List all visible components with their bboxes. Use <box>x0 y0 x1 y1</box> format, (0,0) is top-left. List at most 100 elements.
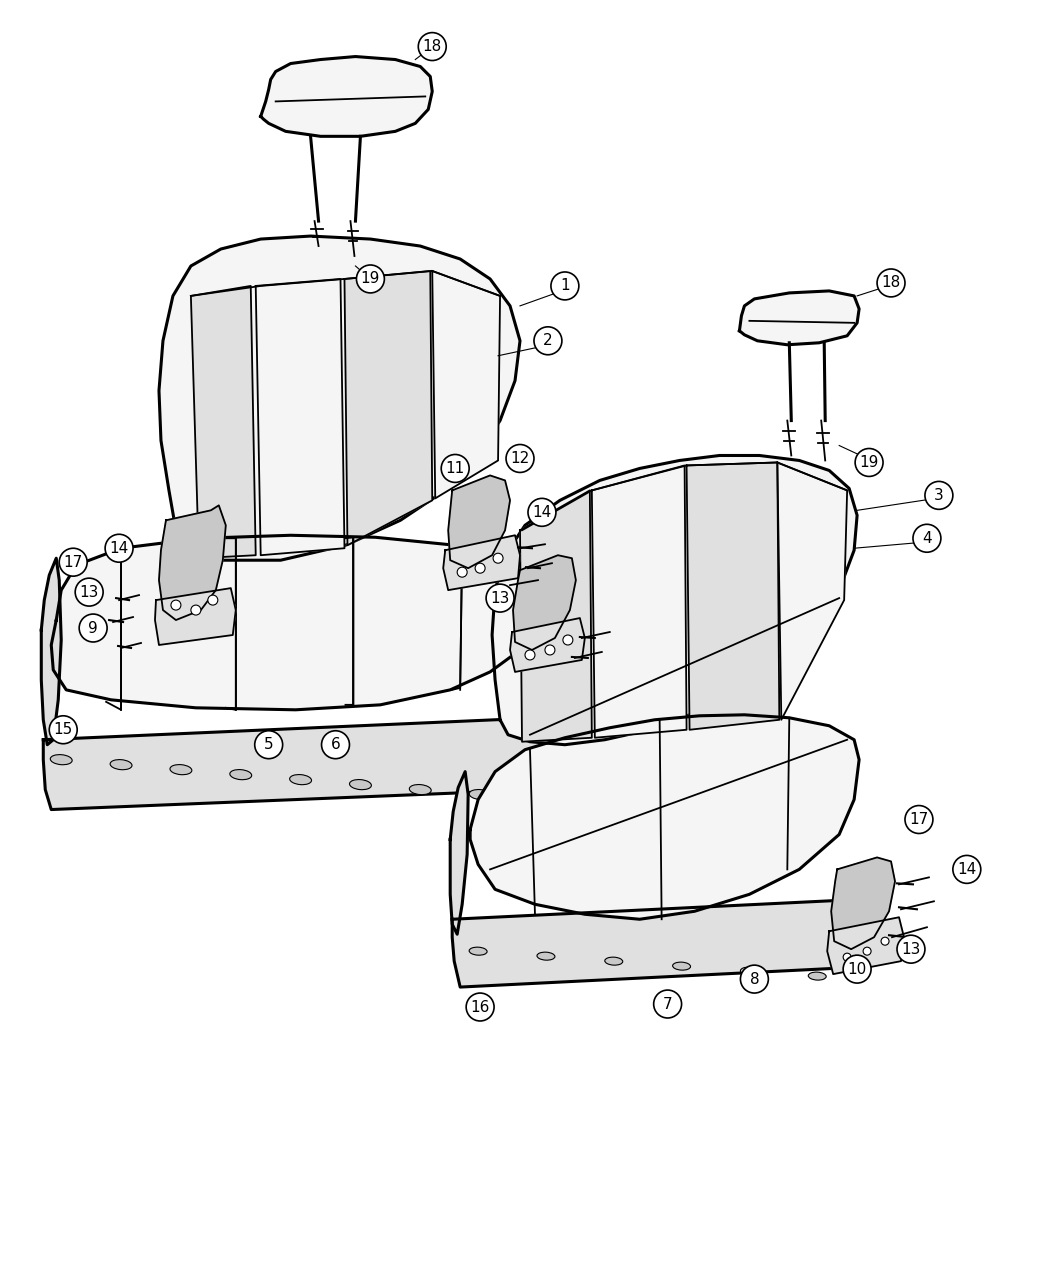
Text: 10: 10 <box>847 961 866 977</box>
Text: 6: 6 <box>331 737 340 752</box>
Circle shape <box>476 564 485 574</box>
Polygon shape <box>43 718 554 810</box>
Text: 17: 17 <box>909 812 928 827</box>
Circle shape <box>506 445 534 473</box>
Polygon shape <box>191 286 256 558</box>
Polygon shape <box>41 558 61 745</box>
Circle shape <box>441 454 469 482</box>
Polygon shape <box>433 272 500 499</box>
Ellipse shape <box>110 760 132 770</box>
Circle shape <box>525 650 534 660</box>
Polygon shape <box>260 56 433 136</box>
Circle shape <box>105 534 133 562</box>
Ellipse shape <box>290 775 312 784</box>
Polygon shape <box>159 236 520 560</box>
Polygon shape <box>256 279 344 555</box>
Circle shape <box>881 937 889 945</box>
Text: 18: 18 <box>881 275 901 291</box>
Circle shape <box>49 715 78 743</box>
Polygon shape <box>443 536 520 590</box>
Circle shape <box>466 993 495 1021</box>
Text: 5: 5 <box>264 737 273 752</box>
Text: 11: 11 <box>445 462 465 476</box>
Text: 16: 16 <box>470 1000 489 1015</box>
Circle shape <box>551 272 579 300</box>
Polygon shape <box>827 917 904 974</box>
Circle shape <box>863 947 871 955</box>
Circle shape <box>843 954 852 961</box>
Text: 17: 17 <box>64 555 83 570</box>
Text: 7: 7 <box>663 997 672 1011</box>
Polygon shape <box>832 857 895 949</box>
Circle shape <box>418 33 446 60</box>
Polygon shape <box>739 291 859 344</box>
Circle shape <box>255 731 282 759</box>
Polygon shape <box>51 536 540 710</box>
Circle shape <box>563 635 573 645</box>
Text: 12: 12 <box>510 451 529 465</box>
Polygon shape <box>155 588 236 645</box>
Polygon shape <box>470 715 859 919</box>
Circle shape <box>912 524 941 552</box>
Text: 14: 14 <box>958 862 976 877</box>
Polygon shape <box>448 476 510 569</box>
Text: 13: 13 <box>80 585 99 599</box>
Polygon shape <box>492 455 857 745</box>
Text: 2: 2 <box>543 333 552 348</box>
Circle shape <box>457 567 467 578</box>
Ellipse shape <box>537 952 554 960</box>
Circle shape <box>191 606 201 615</box>
Text: 14: 14 <box>532 505 551 520</box>
Ellipse shape <box>170 765 192 775</box>
Ellipse shape <box>230 770 252 780</box>
Text: 9: 9 <box>88 621 98 635</box>
Circle shape <box>740 965 769 993</box>
Circle shape <box>897 935 925 963</box>
Circle shape <box>905 806 932 834</box>
Ellipse shape <box>469 789 491 799</box>
Text: 19: 19 <box>361 272 380 287</box>
Circle shape <box>528 499 555 527</box>
Circle shape <box>952 856 981 884</box>
Ellipse shape <box>808 972 826 980</box>
Circle shape <box>877 269 905 297</box>
Circle shape <box>545 645 554 655</box>
Text: 4: 4 <box>922 530 931 546</box>
Polygon shape <box>344 272 433 546</box>
Ellipse shape <box>469 947 487 955</box>
Text: 1: 1 <box>560 278 570 293</box>
Circle shape <box>356 265 384 293</box>
Ellipse shape <box>605 958 623 965</box>
Circle shape <box>76 578 103 606</box>
Text: 14: 14 <box>109 541 129 556</box>
Circle shape <box>654 991 681 1017</box>
Text: 19: 19 <box>859 455 879 470</box>
Circle shape <box>59 548 87 576</box>
Polygon shape <box>687 463 779 729</box>
Text: 13: 13 <box>901 942 921 956</box>
Polygon shape <box>510 618 585 672</box>
Polygon shape <box>592 465 687 738</box>
Polygon shape <box>159 505 226 620</box>
Polygon shape <box>450 771 468 935</box>
Text: 18: 18 <box>422 40 442 54</box>
Circle shape <box>855 449 883 477</box>
Ellipse shape <box>673 963 691 970</box>
Circle shape <box>321 731 350 759</box>
Ellipse shape <box>50 755 72 765</box>
Polygon shape <box>777 463 847 720</box>
Polygon shape <box>453 899 875 987</box>
Circle shape <box>79 615 107 643</box>
Polygon shape <box>520 491 592 742</box>
Circle shape <box>208 595 217 606</box>
Circle shape <box>534 326 562 354</box>
Circle shape <box>494 553 503 564</box>
Circle shape <box>486 584 514 612</box>
Polygon shape <box>513 555 575 650</box>
Circle shape <box>843 955 872 983</box>
Text: 3: 3 <box>934 488 944 502</box>
Ellipse shape <box>410 784 432 794</box>
Circle shape <box>925 482 952 509</box>
Text: 13: 13 <box>490 590 509 606</box>
Text: 15: 15 <box>54 722 72 737</box>
